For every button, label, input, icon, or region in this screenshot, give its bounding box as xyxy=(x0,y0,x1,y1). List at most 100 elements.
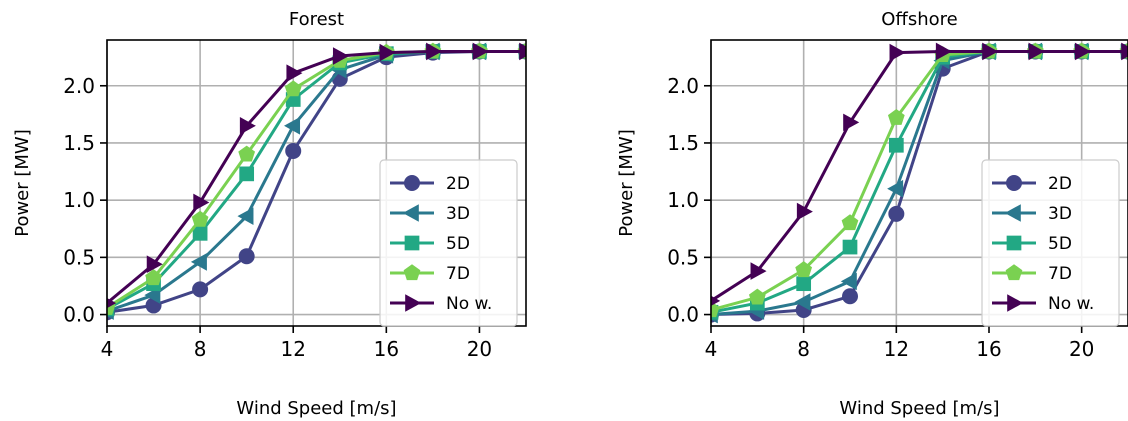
x-axis-label: Wind Speed [m/s] xyxy=(236,398,396,419)
legend-marker xyxy=(1007,294,1024,312)
data-point-2d xyxy=(888,205,905,222)
legend-label: 7D xyxy=(446,264,470,284)
legend-item-2d: 2D xyxy=(992,174,1072,194)
x-tick-label: 16 xyxy=(374,337,399,361)
legend-item-3d: 3D xyxy=(390,204,470,224)
legend-marker xyxy=(402,204,419,222)
legend-item-5d: 5D xyxy=(992,234,1072,254)
data-point-now xyxy=(379,43,396,62)
legend-marker xyxy=(405,294,422,312)
series-line-now xyxy=(711,49,1128,303)
legend-item-now: No w. xyxy=(390,294,492,314)
plot-area xyxy=(107,42,526,321)
x-tick-label: 8 xyxy=(194,337,207,361)
data-point-2d xyxy=(238,248,255,265)
data-point-7d xyxy=(841,214,859,231)
legend-item-2d: 2D xyxy=(390,174,470,194)
y-tick-label: 0.0 xyxy=(63,303,95,327)
y-tick-label: 1.0 xyxy=(63,188,95,212)
chart-title: Forest xyxy=(289,9,344,30)
y-tick-label: 0.5 xyxy=(667,245,699,269)
x-tick-label: 12 xyxy=(884,337,909,361)
legend: 2D 3D 5D 7D No w. xyxy=(981,159,1120,327)
data-point-7d xyxy=(191,210,209,227)
x-axis-label: Wind Speed [m/s] xyxy=(839,398,999,419)
x-tick-label: 20 xyxy=(1069,337,1094,361)
legend-label: 7D xyxy=(1048,264,1072,284)
legend-item-5d: 5D xyxy=(390,234,470,254)
y-tick-label: 0.0 xyxy=(667,303,699,327)
data-point-2d xyxy=(285,142,302,159)
data-point-now xyxy=(843,113,860,132)
data-point-now xyxy=(1028,42,1045,61)
y-tick-label: 2.0 xyxy=(667,74,699,98)
data-point-5d xyxy=(239,166,255,182)
legend-box xyxy=(379,159,518,327)
data-point-7d xyxy=(887,108,905,125)
x-tick-label: 4 xyxy=(101,337,114,361)
data-point-7d xyxy=(284,80,302,97)
data-point-5d xyxy=(796,276,812,292)
legend-label: 5D xyxy=(1048,234,1072,254)
data-point-now xyxy=(146,255,163,274)
data-point-5d xyxy=(842,239,858,255)
y-tick-label: 1.0 xyxy=(667,188,699,212)
data-point-now xyxy=(107,298,117,309)
data-point-3d xyxy=(237,207,254,225)
data-point-7d xyxy=(795,261,813,278)
data-point-5d xyxy=(192,225,208,241)
data-point-7d xyxy=(748,288,766,305)
x-tick-label: 4 xyxy=(705,337,718,361)
y-tick-label: 2.0 xyxy=(63,74,95,98)
plot-frame xyxy=(710,39,1128,327)
legend-box xyxy=(981,159,1120,327)
legend-marker xyxy=(404,235,420,251)
legend-label: 2D xyxy=(446,174,470,194)
data-point-3d xyxy=(284,117,301,135)
plot-area xyxy=(711,42,1128,324)
data-point-7d xyxy=(238,145,256,162)
data-point-now xyxy=(889,43,906,62)
legend-marker xyxy=(404,175,420,191)
y-tick-label: 1.5 xyxy=(63,131,95,155)
data-point-now xyxy=(426,42,443,61)
data-point-now xyxy=(711,295,721,306)
legend-label: 3D xyxy=(1048,204,1072,224)
data-point-7d xyxy=(711,301,720,318)
data-point-3d xyxy=(887,179,904,198)
legend-item-3d: 3D xyxy=(992,204,1072,224)
data-point-now xyxy=(982,42,999,61)
data-point-now xyxy=(796,202,813,221)
legend: 2D 3D 5D 7D No w. xyxy=(379,159,518,327)
legend-item-now: No w. xyxy=(992,294,1094,314)
legend-marker xyxy=(1006,235,1022,251)
legend-item-7d: 7D xyxy=(390,264,470,284)
plot-frame xyxy=(106,39,527,327)
data-point-5d xyxy=(888,137,904,153)
y-axis-label: Power [MW] xyxy=(12,129,33,237)
data-point-2d xyxy=(842,288,858,305)
legend-label: No w. xyxy=(446,294,492,314)
y-tick-label: 0.5 xyxy=(63,245,95,269)
data-point-now xyxy=(286,64,303,82)
legend-marker xyxy=(1004,204,1021,222)
data-point-now xyxy=(1074,42,1091,61)
chart-panel-forest: 4 8 12 16 20 0.0 0.5 1.0 1.5 2.0 Forest Wind Speed … xyxy=(12,9,527,419)
data-point-now xyxy=(750,262,767,280)
series-line-now xyxy=(107,49,526,305)
data-point-now xyxy=(193,193,210,212)
data-point-now xyxy=(332,47,349,65)
data-point-3d xyxy=(190,253,207,271)
data-point-now xyxy=(935,42,952,61)
data-point-now xyxy=(519,42,526,61)
data-point-now xyxy=(472,42,489,61)
legend-label: No w. xyxy=(1048,294,1094,314)
chart-title: Offshore xyxy=(881,9,957,30)
legend-marker xyxy=(403,264,421,281)
data-point-2d xyxy=(192,281,209,298)
legend-item-7d: 7D xyxy=(992,264,1072,284)
x-tick-label: 12 xyxy=(280,337,305,361)
y-axis-label: Power [MW] xyxy=(616,129,637,237)
